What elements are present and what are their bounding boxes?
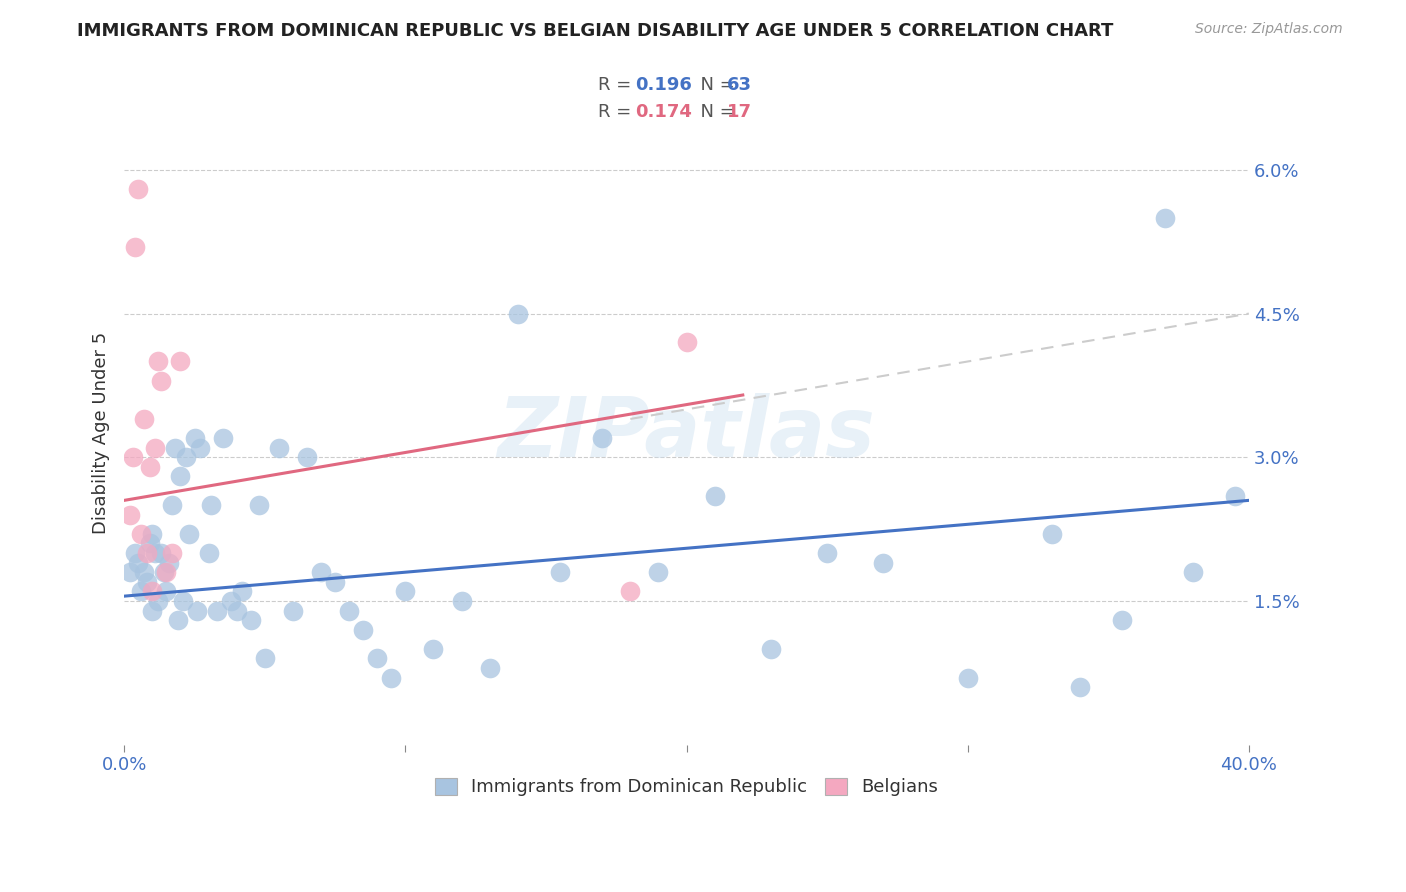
Point bbox=[956, 671, 979, 685]
Point bbox=[138, 536, 160, 550]
Point bbox=[247, 498, 270, 512]
Point bbox=[160, 498, 183, 512]
Point bbox=[295, 450, 318, 465]
Point bbox=[143, 441, 166, 455]
Point bbox=[138, 459, 160, 474]
Point bbox=[174, 450, 197, 465]
Point bbox=[337, 603, 360, 617]
Point bbox=[146, 354, 169, 368]
Point bbox=[450, 594, 472, 608]
Point bbox=[422, 641, 444, 656]
Point bbox=[380, 671, 402, 685]
Point bbox=[703, 489, 725, 503]
Point bbox=[177, 527, 200, 541]
Point bbox=[1040, 527, 1063, 541]
Point bbox=[141, 584, 163, 599]
Point bbox=[166, 613, 188, 627]
Legend: Immigrants from Dominican Republic, Belgians: Immigrants from Dominican Republic, Belg… bbox=[425, 767, 949, 807]
Point bbox=[169, 469, 191, 483]
Text: Source: ZipAtlas.com: Source: ZipAtlas.com bbox=[1195, 22, 1343, 37]
Point bbox=[143, 546, 166, 560]
Point bbox=[872, 556, 894, 570]
Point bbox=[1223, 489, 1246, 503]
Text: 63: 63 bbox=[727, 76, 752, 94]
Point bbox=[127, 182, 149, 196]
Point bbox=[200, 498, 222, 512]
Point bbox=[197, 546, 219, 560]
Text: ZIPatlas: ZIPatlas bbox=[498, 392, 876, 474]
Point bbox=[323, 574, 346, 589]
Point bbox=[152, 565, 174, 579]
Text: N =: N = bbox=[689, 76, 741, 94]
Point bbox=[352, 623, 374, 637]
Point bbox=[163, 441, 186, 455]
Point bbox=[591, 431, 613, 445]
Point bbox=[141, 527, 163, 541]
Point bbox=[219, 594, 242, 608]
Point bbox=[135, 546, 157, 560]
Point bbox=[1181, 565, 1204, 579]
Y-axis label: Disability Age Under 5: Disability Age Under 5 bbox=[93, 332, 110, 534]
Text: 0.196: 0.196 bbox=[636, 76, 692, 94]
Point bbox=[619, 584, 641, 599]
Point bbox=[394, 584, 416, 599]
Point bbox=[155, 584, 177, 599]
Point bbox=[118, 565, 141, 579]
Point bbox=[132, 565, 155, 579]
Text: 17: 17 bbox=[727, 103, 752, 121]
Point bbox=[124, 546, 146, 560]
Point bbox=[118, 508, 141, 522]
Point bbox=[135, 574, 157, 589]
Point bbox=[815, 546, 838, 560]
Point bbox=[478, 661, 501, 675]
Point bbox=[188, 441, 211, 455]
Point bbox=[1111, 613, 1133, 627]
Text: 0.174: 0.174 bbox=[636, 103, 692, 121]
Point bbox=[205, 603, 228, 617]
Point bbox=[172, 594, 194, 608]
Point bbox=[231, 584, 253, 599]
Point bbox=[281, 603, 304, 617]
Point bbox=[759, 641, 782, 656]
Point bbox=[1153, 211, 1175, 225]
Text: IMMIGRANTS FROM DOMINICAN REPUBLIC VS BELGIAN DISABILITY AGE UNDER 5 CORRELATION: IMMIGRANTS FROM DOMINICAN REPUBLIC VS BE… bbox=[77, 22, 1114, 40]
Point bbox=[548, 565, 571, 579]
Point bbox=[186, 603, 208, 617]
Point bbox=[225, 603, 247, 617]
Point bbox=[129, 527, 152, 541]
Point bbox=[239, 613, 262, 627]
Point bbox=[169, 354, 191, 368]
Point bbox=[267, 441, 290, 455]
Point bbox=[124, 239, 146, 253]
Point bbox=[1069, 680, 1091, 694]
Point bbox=[647, 565, 669, 579]
Point bbox=[675, 335, 697, 350]
Point bbox=[141, 603, 163, 617]
Point bbox=[253, 651, 276, 665]
Point bbox=[309, 565, 332, 579]
Text: R =: R = bbox=[598, 103, 637, 121]
Text: R =: R = bbox=[598, 76, 637, 94]
Text: N =: N = bbox=[689, 103, 741, 121]
Point bbox=[366, 651, 388, 665]
Point bbox=[157, 556, 180, 570]
Point bbox=[149, 546, 172, 560]
Point bbox=[506, 307, 529, 321]
Point bbox=[127, 556, 149, 570]
Point bbox=[155, 565, 177, 579]
Point bbox=[129, 584, 152, 599]
Point bbox=[160, 546, 183, 560]
Point bbox=[183, 431, 205, 445]
Point bbox=[132, 412, 155, 426]
Point bbox=[211, 431, 233, 445]
Point bbox=[146, 594, 169, 608]
Point bbox=[149, 374, 172, 388]
Point bbox=[121, 450, 143, 465]
